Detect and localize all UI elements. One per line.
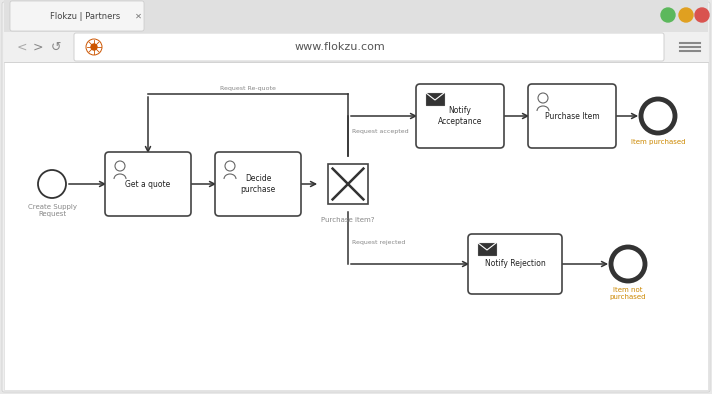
Bar <box>4 0 708 32</box>
Text: www.flokzu.com: www.flokzu.com <box>295 42 385 52</box>
Bar <box>4 62 708 390</box>
Text: Flokzu | Partners: Flokzu | Partners <box>50 11 120 20</box>
Text: ↺: ↺ <box>51 41 61 54</box>
FancyBboxPatch shape <box>528 84 616 148</box>
Text: Item not
purchased: Item not purchased <box>609 287 646 300</box>
Text: Notify
Acceptance: Notify Acceptance <box>438 106 482 126</box>
FancyBboxPatch shape <box>426 93 444 105</box>
Text: Request Re-quote: Request Re-quote <box>220 86 276 91</box>
Text: Decide
purchase: Decide purchase <box>241 174 276 194</box>
Text: Request accepted: Request accepted <box>352 129 409 134</box>
Text: Purchase Item: Purchase Item <box>545 112 600 121</box>
Text: Get a quote: Get a quote <box>125 180 171 188</box>
FancyBboxPatch shape <box>478 243 496 255</box>
Circle shape <box>661 8 675 22</box>
Text: Notify Rejection: Notify Rejection <box>485 260 545 268</box>
Circle shape <box>695 8 709 22</box>
Text: Request rejected: Request rejected <box>352 240 405 245</box>
FancyBboxPatch shape <box>215 152 301 216</box>
FancyBboxPatch shape <box>416 84 504 148</box>
Circle shape <box>91 44 97 50</box>
Text: <: < <box>17 41 27 54</box>
Text: ✕: ✕ <box>135 11 142 20</box>
FancyBboxPatch shape <box>10 1 144 31</box>
FancyBboxPatch shape <box>468 234 562 294</box>
FancyBboxPatch shape <box>105 152 191 216</box>
Circle shape <box>679 8 693 22</box>
Text: Purchase item?: Purchase item? <box>321 217 375 223</box>
Bar <box>4 32 708 62</box>
Text: >: > <box>33 41 43 54</box>
Text: Create Supply
Request: Create Supply Request <box>28 204 76 217</box>
FancyBboxPatch shape <box>74 33 664 61</box>
Text: Item purchased: Item purchased <box>631 139 685 145</box>
